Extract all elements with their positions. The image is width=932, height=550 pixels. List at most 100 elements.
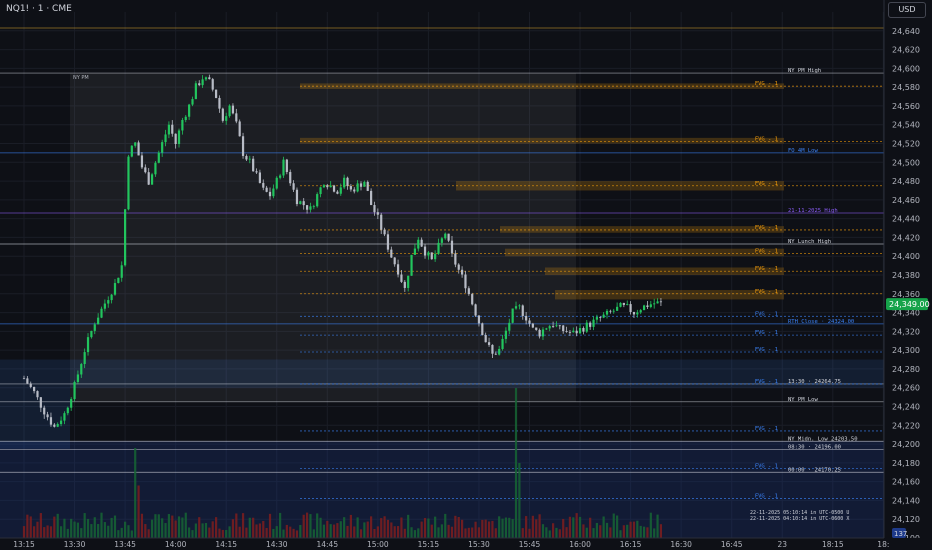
candle-body-34 [137, 142, 140, 156]
candle-body-84 [305, 205, 309, 210]
price-axis[interactable]: 24,10024,12024,14024,16024,18024,20024,2… [883, 0, 932, 550]
volume-bar-45 [174, 520, 177, 538]
candle-body-177 [619, 302, 622, 307]
fvg-zone-4 [505, 248, 784, 257]
candle-body-79 [289, 171, 292, 184]
volume-bar-114 [407, 514, 410, 538]
candle-body-169 [592, 319, 595, 327]
y-tick-7: 24,240 [892, 403, 920, 412]
time-axis[interactable]: 13:15 13:30 13:45 14:00 14:15 14:30 14:45 15:00… [0, 537, 932, 550]
y-tick-18: 24,460 [892, 196, 920, 205]
countdown-bg [892, 528, 906, 538]
candle-body-45 [174, 133, 177, 145]
candle-body-121 [430, 252, 433, 260]
candle-body-16 [76, 374, 80, 382]
volume-bar-175 [612, 513, 615, 538]
volume-bar-189 [659, 524, 663, 538]
candle-body-18 [83, 352, 86, 365]
volume-bar-76 [279, 512, 282, 538]
volume-bar-147 [518, 463, 521, 538]
y-tick-20: 24,500 [892, 158, 920, 167]
volume-bar-177 [619, 530, 622, 538]
volume-bar-165 [578, 516, 582, 538]
candle-body-31 [127, 156, 130, 210]
candle-body-156 [548, 326, 551, 329]
volume-bar-12 [63, 518, 66, 538]
volume-bar-164 [575, 513, 578, 538]
level-label-16: 13:30 · 24264.75 [788, 379, 841, 385]
volume-bar-157 [551, 523, 555, 538]
candle-body-26 [110, 294, 113, 301]
x-tick-14: 16:45 [721, 540, 743, 549]
candle-body-72 [265, 187, 268, 192]
volume-bar-6 [43, 527, 46, 538]
currency-button[interactable]: USD [888, 2, 926, 18]
level-label-14: FVG - 1 [755, 330, 778, 336]
volume-bar-31 [127, 525, 130, 538]
candle-body-117 [417, 239, 420, 249]
footer-info: 22-11-2025 05:10:14 in UTC-0500 U22-11-2… [750, 510, 849, 522]
candle-body-48 [184, 116, 187, 120]
candle-body-35 [140, 155, 144, 168]
volume-bar-94 [339, 521, 342, 538]
candle-body-103 [370, 190, 373, 206]
candle-body-17 [80, 364, 83, 375]
level-label-23: 00:00 · 24170.25 [788, 467, 841, 473]
volume-bar-128 [454, 515, 457, 538]
y-tick-22: 24,540 [892, 121, 920, 130]
y-tick-4: 24,180 [892, 459, 920, 468]
zone-blue-1 [70, 359, 884, 388]
candle-body-147 [518, 305, 521, 307]
volume-bar-166 [582, 524, 585, 538]
candle-body-144 [508, 322, 511, 331]
candle-body-46 [177, 130, 181, 145]
fvg-zone-1 [300, 137, 784, 144]
candle-body-126 [447, 233, 450, 241]
x-tick-10: 15:45 [519, 540, 541, 549]
volume-bar-80 [292, 528, 295, 538]
volume-bar-56 [211, 521, 214, 538]
candle-body-3 [33, 386, 36, 392]
volume-bar-176 [616, 515, 619, 538]
candle-body-58 [218, 97, 221, 109]
candle-body-28 [117, 277, 120, 284]
candle-body-95 [343, 177, 346, 188]
y-tick-15: 24,400 [892, 252, 920, 261]
y-tick-1: 24,120 [892, 515, 920, 524]
y-tick-25: 24,600 [892, 64, 920, 73]
candle-body-129 [457, 264, 460, 270]
candle-body-183 [639, 310, 642, 313]
candle-body-182 [636, 312, 639, 315]
candle-body-137 [484, 334, 487, 343]
candle-body-1 [26, 378, 29, 384]
level-label-24: FVG - 1 [755, 494, 778, 500]
volume-bar-87 [316, 513, 319, 538]
volume-bar-113 [403, 528, 406, 538]
x-tick-5: 14:30 [266, 540, 288, 549]
candle-body-139 [491, 344, 494, 354]
candle-body-157 [551, 326, 555, 327]
candle-body-123 [437, 242, 440, 254]
y-tick-24: 24,580 [892, 83, 920, 92]
volume-bar-171 [599, 525, 602, 538]
volume-bar-23 [100, 512, 103, 538]
candle-body-55 [208, 77, 211, 80]
candle-body-168 [589, 322, 592, 327]
symbol-title[interactable]: NQ1! · 1 · CME [6, 4, 72, 14]
x-tick-1: 13:30 [64, 540, 86, 549]
candle-body-51 [194, 83, 197, 100]
volume-bar-105 [376, 526, 379, 538]
volume-bar-99 [356, 517, 359, 538]
volume-bar-150 [528, 528, 531, 538]
candle-body-66 [245, 155, 248, 160]
volume-bar-151 [531, 515, 534, 538]
volume-bar-86 [312, 529, 315, 538]
volume-bar-139 [491, 520, 494, 538]
level-label-20: NY Midn. Low 24203.50 [788, 436, 858, 442]
candle-body-97 [349, 186, 352, 190]
volume-bar-132 [467, 527, 470, 538]
volume-bar-20 [90, 524, 93, 538]
volume-bar-63 [235, 513, 238, 538]
time-axis-bg [0, 538, 932, 550]
